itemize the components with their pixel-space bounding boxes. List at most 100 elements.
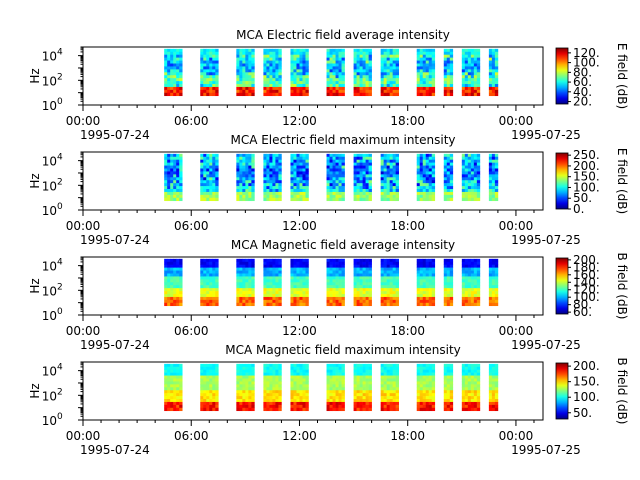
spectrogram-cell <box>494 387 499 391</box>
spectrogram-cell <box>464 156 469 160</box>
spectrogram-cell <box>272 369 276 373</box>
spectrogram-cell <box>383 378 387 382</box>
spectrogram-cell <box>461 165 466 169</box>
spectrogram-cell <box>302 86 306 91</box>
spectrogram-cell <box>236 69 240 73</box>
spectrogram-cell <box>266 285 270 289</box>
spectrogram-cell <box>392 375 396 379</box>
spectrogram-cell <box>365 387 369 391</box>
spectrogram-cell <box>368 159 372 163</box>
spectrogram-cell <box>446 369 451 373</box>
spectrogram-cell <box>329 69 333 73</box>
spectrogram-cell <box>464 393 469 397</box>
spectrogram-cell <box>368 165 372 169</box>
spectrogram-cell <box>251 75 255 79</box>
spectrogram-cell <box>464 264 469 268</box>
spectrogram-cell <box>176 291 180 295</box>
spectrogram-cell <box>383 375 387 379</box>
spectrogram-cell <box>341 63 345 67</box>
spectrogram-cell <box>332 171 336 175</box>
spectrogram-cell <box>383 84 387 88</box>
spectrogram-cell <box>473 276 478 280</box>
spectrogram-cell <box>164 294 168 298</box>
spectrogram-cell <box>290 69 294 73</box>
spectrogram-cell <box>338 171 342 175</box>
spectrogram-cell <box>476 276 481 280</box>
spectrogram-cell <box>236 270 240 274</box>
spectrogram-cell <box>176 78 180 82</box>
spectrogram-cell <box>380 366 384 370</box>
spectrogram-cell <box>239 84 243 88</box>
spectrogram-cell <box>200 57 204 61</box>
spectrogram-cell <box>236 291 240 295</box>
spectrogram-cell <box>209 282 213 286</box>
spectrogram-cell <box>272 72 276 76</box>
spectrogram-cell <box>470 285 475 289</box>
spectrogram-cell <box>215 54 219 58</box>
spectrogram-cell <box>491 162 496 166</box>
spectrogram-cell <box>266 366 270 370</box>
spectrogram-cell <box>341 183 345 187</box>
spectrogram-cell <box>467 381 472 385</box>
spectrogram-cell <box>380 375 384 379</box>
spectrogram-cell <box>293 387 297 391</box>
spectrogram-cell <box>470 48 475 53</box>
spectrogram-cell <box>470 407 475 412</box>
spectrogram-cell <box>386 399 390 403</box>
spectrogram-cell <box>419 404 424 409</box>
spectrogram-cell <box>203 51 207 55</box>
spectrogram-cell <box>272 372 276 376</box>
spectrogram-cell <box>392 378 396 382</box>
spectrogram-cell <box>476 89 481 94</box>
spectrogram-cell <box>272 270 276 274</box>
spectrogram-cell <box>335 194 339 199</box>
spectrogram-cell <box>164 75 168 79</box>
spectrogram-cell <box>422 186 427 190</box>
spectrogram-cell <box>305 261 309 265</box>
spectrogram-cell <box>167 384 171 388</box>
spectrogram-cell <box>179 363 183 368</box>
spectrogram-cell <box>173 387 177 391</box>
spectrogram-cell <box>362 258 366 263</box>
spectrogram-cell <box>464 276 469 280</box>
spectrogram-cell <box>473 299 478 304</box>
spectrogram-cell <box>383 296 387 301</box>
spectrogram-cell <box>395 69 399 73</box>
spectrogram-cell <box>428 92 433 97</box>
spectrogram-cell <box>392 180 396 184</box>
spectrogram-cell <box>167 270 171 274</box>
spectrogram-cell <box>419 153 424 158</box>
spectrogram-cell <box>476 60 481 64</box>
spectrogram-cell <box>470 288 475 292</box>
spectrogram-cell <box>449 63 454 67</box>
spectrogram-cell <box>476 404 481 409</box>
spectrogram-cell <box>362 72 366 76</box>
y-axis-label: Hz <box>28 278 42 293</box>
spectrogram-cell <box>305 89 309 94</box>
spectrogram-cell <box>449 270 454 274</box>
spectrogram-cell <box>203 387 207 391</box>
spectrogram-cell <box>494 276 499 280</box>
spectrogram-cell <box>449 174 454 178</box>
spectrogram-cell <box>443 299 448 304</box>
spectrogram-cell <box>164 189 168 193</box>
spectrogram-cell <box>476 51 481 55</box>
spectrogram-cell <box>302 288 306 292</box>
spectrogram-cell <box>425 168 430 172</box>
spectrogram-cell <box>416 279 421 283</box>
spectrogram-cell <box>362 302 366 307</box>
spectrogram-cell <box>446 72 451 76</box>
spectrogram-cell <box>419 396 424 400</box>
spectrogram-cell <box>278 282 282 286</box>
spectrogram-cell <box>422 384 427 388</box>
spectrogram-cell <box>416 92 421 97</box>
spectrogram-cell <box>245 294 249 298</box>
spectrogram-cell <box>179 194 183 199</box>
spectrogram-cell <box>449 279 454 283</box>
spectrogram-cell <box>293 69 297 73</box>
spectrogram-cell <box>359 261 363 265</box>
spectrogram-cell <box>341 153 345 158</box>
spectrogram-cell <box>464 363 469 368</box>
spectrogram-cell <box>419 171 424 175</box>
spectrogram-cell <box>461 48 466 53</box>
